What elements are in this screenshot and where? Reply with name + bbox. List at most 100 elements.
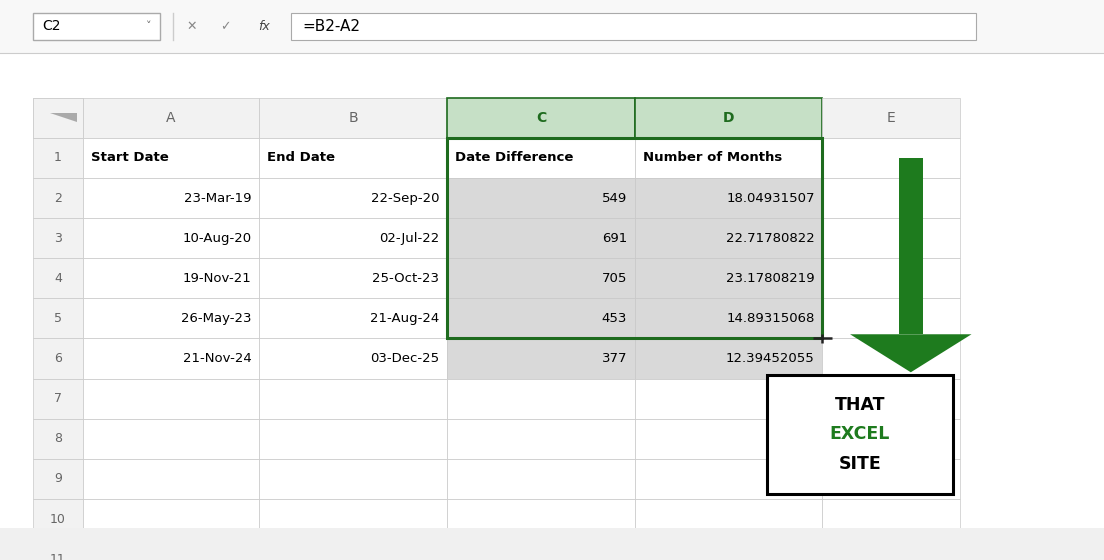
Text: EXCEL: EXCEL	[830, 426, 890, 444]
Text: 12.39452055: 12.39452055	[726, 352, 815, 365]
Text: 3: 3	[54, 232, 62, 245]
Text: 21-Nov-24: 21-Nov-24	[183, 352, 252, 365]
Text: 6: 6	[54, 352, 62, 365]
Bar	[259, 338, 447, 379]
Bar	[33, 97, 83, 138]
Text: =B2-A2: =B2-A2	[302, 19, 361, 34]
Bar	[83, 97, 259, 138]
Bar	[447, 298, 635, 338]
Bar	[0, 0, 1104, 53]
Bar	[83, 499, 259, 539]
Bar	[447, 218, 635, 258]
Text: 18.04931507: 18.04931507	[726, 192, 815, 204]
Bar	[259, 178, 447, 218]
Bar	[822, 178, 960, 218]
Bar	[259, 218, 447, 258]
Text: 549: 549	[602, 192, 627, 204]
Text: 19-Nov-21: 19-Nov-21	[183, 272, 252, 285]
Bar	[767, 375, 953, 494]
Text: SITE: SITE	[839, 455, 881, 473]
Bar	[33, 539, 83, 560]
Bar	[635, 459, 822, 499]
Bar	[83, 419, 259, 459]
Bar	[822, 258, 960, 298]
Text: 21-Aug-24: 21-Aug-24	[370, 312, 439, 325]
Bar	[259, 138, 447, 178]
Text: 14.89315068: 14.89315068	[726, 312, 815, 325]
Text: B: B	[349, 111, 358, 125]
Bar	[822, 459, 960, 499]
Bar	[33, 258, 83, 298]
Bar	[33, 379, 83, 419]
Bar	[33, 419, 83, 459]
Bar	[33, 97, 83, 138]
Bar	[83, 379, 259, 419]
Bar	[447, 419, 635, 459]
Bar	[822, 379, 960, 419]
Bar	[447, 138, 822, 338]
Text: C: C	[535, 111, 546, 125]
Text: End Date: End Date	[267, 151, 336, 165]
Bar	[635, 499, 822, 539]
Polygon shape	[850, 334, 972, 372]
Bar	[83, 338, 259, 379]
Bar	[822, 338, 960, 379]
Text: 10-Aug-20: 10-Aug-20	[182, 232, 252, 245]
Bar	[33, 338, 83, 379]
Bar	[447, 138, 635, 178]
Bar	[83, 258, 259, 298]
Bar	[447, 178, 635, 218]
Bar	[259, 379, 447, 419]
Bar	[259, 97, 447, 138]
Bar	[33, 459, 83, 499]
Text: 22-Sep-20: 22-Sep-20	[371, 192, 439, 204]
Bar	[33, 13, 160, 40]
Bar	[33, 178, 83, 218]
Text: ˅: ˅	[146, 21, 151, 31]
Bar	[635, 218, 822, 258]
Text: 7: 7	[54, 392, 62, 405]
Bar	[447, 539, 635, 560]
Bar	[259, 459, 447, 499]
Text: 453: 453	[602, 312, 627, 325]
Text: 377: 377	[602, 352, 627, 365]
Text: A: A	[167, 111, 176, 125]
Bar	[635, 338, 822, 379]
Text: 10: 10	[50, 512, 66, 526]
Bar	[635, 419, 822, 459]
Text: 23-Mar-19: 23-Mar-19	[184, 192, 252, 204]
Bar	[822, 97, 960, 138]
Bar	[822, 539, 960, 560]
Bar	[33, 298, 83, 338]
Text: 8: 8	[54, 432, 62, 445]
Bar	[822, 138, 960, 178]
Bar	[899, 158, 923, 334]
Bar	[822, 499, 960, 539]
Text: 23.17808219: 23.17808219	[726, 272, 815, 285]
Bar	[447, 499, 635, 539]
Text: 4: 4	[54, 272, 62, 285]
Text: 5: 5	[54, 312, 62, 325]
Text: 1: 1	[54, 151, 62, 165]
Bar	[822, 298, 960, 338]
Text: C2: C2	[42, 20, 61, 34]
Bar	[291, 13, 976, 40]
Text: Start Date: Start Date	[91, 151, 168, 165]
Bar	[447, 97, 635, 138]
Text: 25-Oct-23: 25-Oct-23	[372, 272, 439, 285]
Bar	[635, 178, 822, 218]
Text: 691: 691	[602, 232, 627, 245]
Bar	[447, 459, 635, 499]
Bar	[33, 499, 83, 539]
Bar	[447, 379, 635, 419]
Bar	[635, 298, 822, 338]
Bar	[83, 218, 259, 258]
Polygon shape	[51, 113, 76, 122]
Text: Date Difference: Date Difference	[455, 151, 573, 165]
Bar	[259, 539, 447, 560]
Text: 26-May-23: 26-May-23	[181, 312, 252, 325]
Text: 22.71780822: 22.71780822	[726, 232, 815, 245]
Text: ✓: ✓	[220, 20, 231, 33]
Text: E: E	[888, 111, 895, 125]
Bar	[83, 298, 259, 338]
